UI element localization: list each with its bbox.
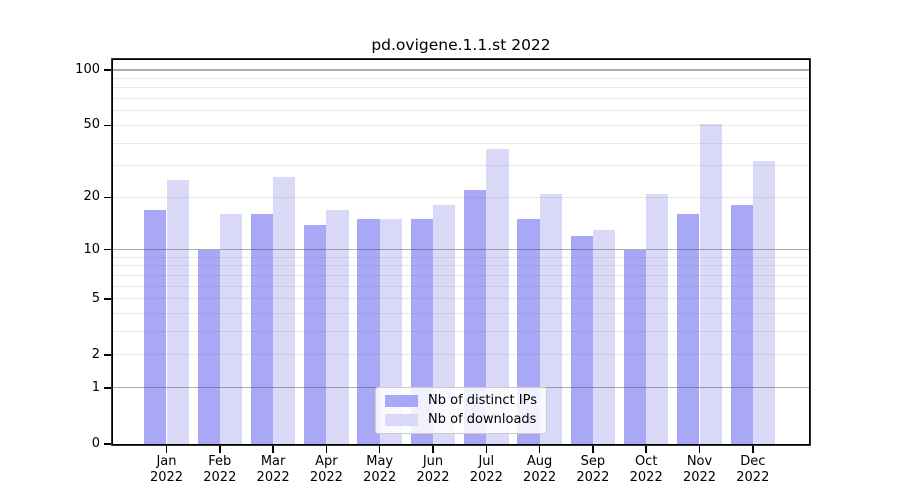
chart-title: pd.ovigene.1.1.st 2022 [371, 36, 551, 54]
y-axis-tick-label: 10 [83, 241, 100, 257]
y-axis-tick [104, 196, 111, 199]
bar-downloads-nov [699, 123, 722, 444]
bar-downloads-jul [486, 149, 509, 444]
legend-swatch-downloads [385, 414, 419, 426]
x-label-year: 2022 [523, 470, 557, 485]
x-label-year: 2022 [416, 470, 450, 485]
x-label-year: 2022 [363, 470, 397, 485]
y-axis-tick [104, 298, 111, 300]
x-axis-tick-label: Feb 2022 [203, 454, 236, 486]
legend-swatch-distinct-ips [385, 395, 419, 407]
x-label-year: 2022 [576, 470, 610, 485]
bar-downloads-oct [646, 193, 669, 444]
x-label-month: Feb [208, 454, 232, 469]
x-label-month: Dec [740, 454, 766, 469]
y-axis-tick-label: 1 [91, 379, 100, 395]
bar-downloads-feb [219, 214, 243, 444]
x-axis-tick [219, 446, 221, 453]
x-axis-tick-label: Dec 2022 [736, 454, 769, 486]
x-axis-tick [485, 446, 488, 453]
bar-downloads-jun [433, 205, 456, 444]
x-axis-tick-label: Mar 2022 [257, 454, 290, 486]
legend-label-downloads: Nb of downloads [428, 412, 537, 427]
x-label-year: 2022 [256, 470, 290, 485]
bar-downloads-apr [326, 209, 349, 444]
x-axis-tick-label: Jun 2022 [416, 454, 449, 486]
bar-distinct-ips-oct [623, 249, 647, 444]
bar-distinct-ips-jul [464, 189, 487, 444]
bars-layer [113, 60, 809, 444]
x-label-month: Sep [580, 454, 606, 469]
x-axis-tick-label: Jan 2022 [150, 454, 183, 486]
x-label-year: 2022 [203, 470, 237, 485]
x-label-year: 2022 [149, 470, 184, 485]
x-axis-tick-label: Sep 2022 [576, 454, 609, 486]
x-axis-tick-label: Nov 2022 [683, 454, 716, 486]
x-axis-tick [538, 446, 541, 453]
x-axis-tick [698, 446, 701, 453]
x-label-year: 2022 [682, 470, 717, 485]
x-axis-tick-label: Apr 2022 [310, 454, 343, 486]
legend-label-distinct-ips: Nb of distinct IPs [428, 393, 537, 408]
x-label-month: Jun [422, 454, 444, 469]
x-axis-tick-label: Aug 2022 [523, 454, 556, 486]
y-axis-tick-label: 50 [83, 117, 100, 133]
plot-area: 0 1 2 5 10 20 50 100 Jan 2022 Feb 2022 Mar 2022 Apr 202… [75, 60, 809, 485]
x-axis-tick [592, 446, 594, 453]
x-axis-tick [752, 446, 754, 453]
axis-ticks-layer: 0 1 2 5 10 20 50 100 Jan 2022 Feb 2022 Mar 2022 Apr 202… [75, 60, 809, 485]
x-label-year: 2022 [469, 470, 503, 485]
y-axis-tick-label: 5 [91, 290, 100, 306]
x-label-month: Oct [634, 454, 658, 469]
y-axis-tick-label: 2 [91, 346, 100, 362]
y-axis-tick-label: 20 [83, 189, 100, 205]
legend: Nb of distinct IPs Nb of downloads [375, 387, 547, 434]
y-axis-tick [104, 387, 111, 389]
y-axis-tick [104, 124, 111, 127]
x-label-year: 2022 [629, 470, 663, 485]
x-axis-tick [325, 446, 328, 453]
bar-distinct-ips-feb [197, 249, 220, 444]
bar-distinct-ips-apr [304, 224, 327, 444]
x-label-month: Aug [526, 454, 553, 469]
x-label-month: Apr [315, 454, 338, 469]
bar-downloads-dec [752, 160, 776, 444]
x-label-month: Mar [260, 454, 286, 469]
x-label-year: 2022 [309, 470, 343, 485]
x-label-month: Jul [478, 454, 495, 469]
x-axis-tick-label: May 2022 [363, 454, 396, 486]
legend-item-distinct-ips: Nb of distinct IPs [385, 394, 537, 408]
y-axis-tick-label: 100 [75, 61, 100, 77]
bar-downloads-jan [166, 179, 189, 444]
x-axis-tick-label: Jul 2022 [470, 454, 503, 486]
legend-item-downloads: Nb of downloads [385, 413, 537, 427]
x-label-month: Nov [686, 454, 713, 469]
x-axis-tick [165, 446, 168, 453]
bar-distinct-ips-nov [677, 214, 700, 444]
x-label-month: Jan [156, 454, 177, 469]
bar-downloads-sep [592, 230, 616, 444]
bar-downloads-mar [273, 176, 296, 444]
bar-distinct-ips-jan [144, 209, 167, 444]
x-label-month: May [366, 454, 394, 469]
bar-distinct-ips-sep [570, 236, 593, 444]
x-axis-tick [645, 446, 647, 453]
x-axis-tick [432, 446, 434, 453]
y-axis-tick [104, 354, 111, 356]
bar-distinct-ips-mar [250, 214, 274, 444]
y-axis-tick [104, 69, 111, 71]
bar-distinct-ips-may [357, 219, 380, 444]
x-axis-tick [378, 446, 381, 453]
bar-downloads-aug [539, 193, 562, 444]
x-label-year: 2022 [736, 470, 770, 485]
x-axis-tick [272, 446, 274, 453]
bar-distinct-ips-dec [730, 205, 753, 444]
y-axis-tick-label: 0 [91, 436, 100, 451]
y-axis-tick [104, 248, 111, 251]
x-axis-tick-label: Oct 2022 [630, 454, 663, 486]
y-axis-tick [104, 443, 111, 445]
